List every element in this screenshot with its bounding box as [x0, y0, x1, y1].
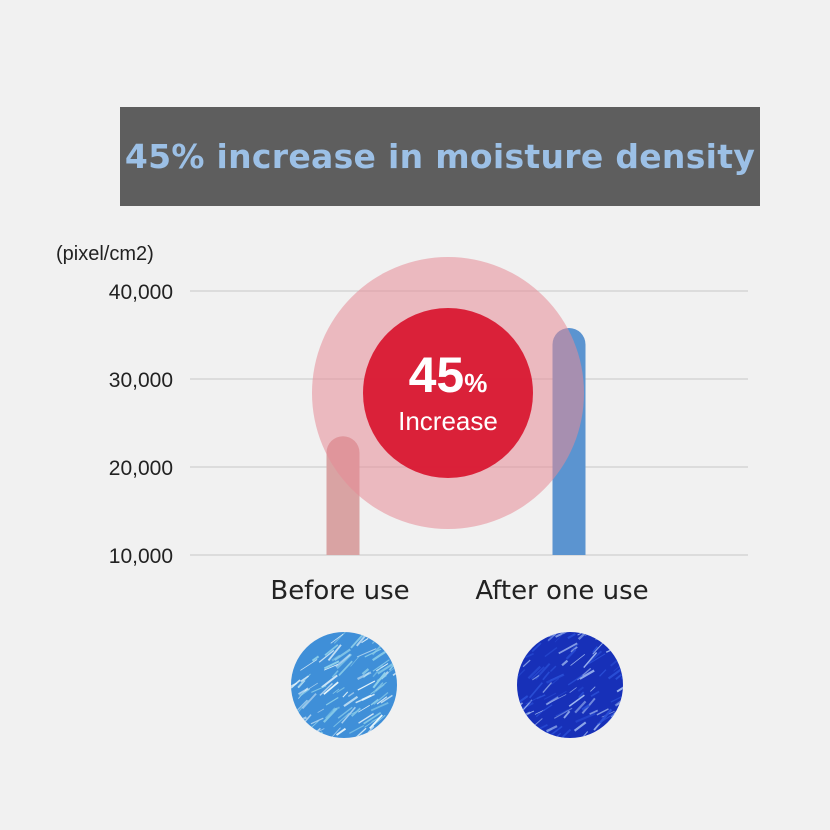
before-skin-sample-image — [291, 632, 397, 738]
increase-badge-circle — [363, 308, 533, 478]
after-skin-sample-image — [517, 632, 623, 738]
y-axis-unit-label: (pixel/cm2) — [56, 243, 154, 265]
y-tick-label: 30,000 — [109, 369, 173, 392]
chart-title: 45% increase in moisture density — [124, 137, 756, 176]
category-label-before: Before use — [270, 576, 410, 606]
y-tick-label: 40,000 — [109, 281, 173, 304]
y-tick-label: 20,000 — [109, 457, 173, 480]
title-banner: 45% increase in moisture density — [120, 107, 760, 206]
y-tick-labels: 40,000 30,000 20,000 10,000 — [109, 281, 173, 568]
category-label-after: After one use — [475, 576, 649, 606]
y-tick-label: 10,000 — [109, 545, 173, 568]
